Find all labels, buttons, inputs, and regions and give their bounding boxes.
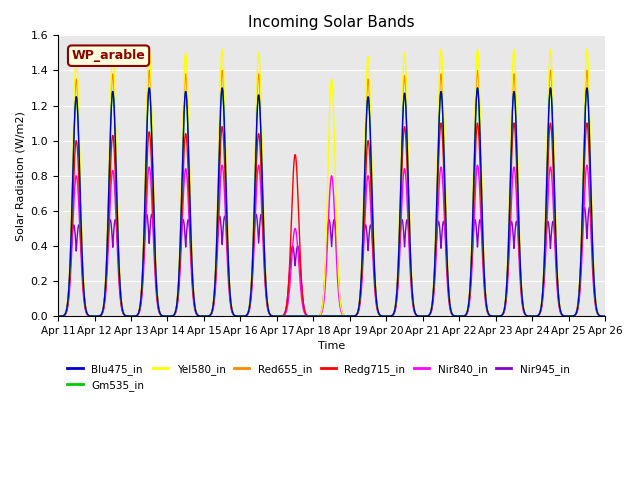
Legend: Blu475_in, Gm535_in, Yel580_in, Red655_in, Redg715_in, Nir840_in, Nir945_in: Blu475_in, Gm535_in, Yel580_in, Red655_i… — [63, 360, 574, 395]
X-axis label: Time: Time — [318, 341, 345, 351]
Text: WP_arable: WP_arable — [72, 49, 145, 62]
Title: Incoming Solar Bands: Incoming Solar Bands — [248, 15, 415, 30]
Y-axis label: Solar Radiation (W/m2): Solar Radiation (W/m2) — [15, 111, 25, 240]
